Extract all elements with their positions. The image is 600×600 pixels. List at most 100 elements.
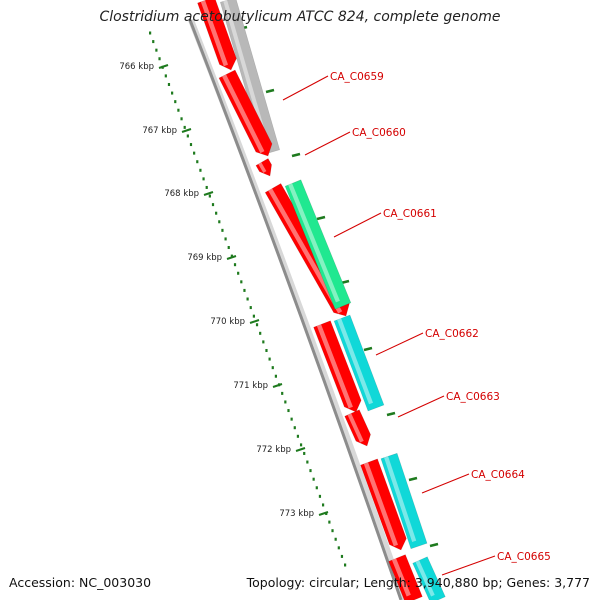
scale-dash [316, 215, 326, 221]
gene-bar-teal [380, 452, 428, 550]
gene-arrow-red [313, 320, 362, 413]
scale-dot [321, 503, 325, 507]
scale-dot [202, 177, 205, 181]
scale-dash [291, 152, 301, 158]
scale-dot [205, 185, 208, 189]
gene-label: CA_C0663 [446, 391, 500, 403]
scale-dot [318, 494, 322, 498]
kbp-label: 773 kbp [279, 509, 314, 519]
scale-dot [218, 220, 221, 224]
kbp-label: 768 kbp [164, 189, 199, 199]
scale-dash [363, 346, 373, 352]
kbp-tick [249, 319, 260, 324]
scale-dot [249, 306, 252, 310]
scale-dash [408, 476, 418, 482]
scale-dot [183, 125, 186, 129]
scale-dot [303, 451, 306, 455]
scale-dot [199, 168, 202, 172]
scale-dot [243, 288, 246, 292]
gene-label-leader [282, 75, 329, 101]
gene-bar-green-shade [288, 183, 340, 303]
gene-label-leader [304, 131, 351, 156]
gene-arrow-red [255, 158, 272, 177]
scale-dot [262, 340, 265, 344]
scale-dot [174, 100, 177, 104]
scale-dot [240, 280, 243, 284]
scale-dot [196, 160, 199, 164]
gene-label: CA_C0662 [425, 328, 479, 340]
kbp-tick [226, 255, 237, 260]
topology-text: Topology: circular; Length: 3,940,880 bp… [246, 575, 590, 590]
gene-arrow-red-shade [347, 413, 364, 443]
kbp-label: 771 kbp [233, 381, 268, 391]
genome-title: Clostridium acetobutylicum ATCC 824, com… [99, 9, 501, 25]
gene-arrow-red-shade [258, 162, 267, 173]
gene-label-leader [397, 395, 445, 418]
scale-dot [299, 443, 303, 447]
scale-dot [315, 486, 318, 490]
scale-dot [227, 246, 230, 250]
gene-arrow-red [344, 409, 371, 447]
kbp-tick [181, 128, 192, 133]
scale-dot [180, 117, 183, 121]
scale-dot [334, 537, 337, 541]
scale-dot [306, 460, 309, 464]
scale-dot [290, 417, 293, 421]
scale-dot [309, 469, 312, 473]
kbp-label: 772 kbp [256, 445, 291, 455]
scale-dot [208, 194, 211, 198]
scale-dot [265, 348, 268, 352]
scale-dot [337, 546, 340, 550]
gene-bar-green [284, 179, 352, 310]
scale-dot [193, 151, 196, 155]
kbp-label: 769 kbp [187, 253, 222, 263]
scale-dot [328, 520, 331, 524]
gene-label-leader [375, 332, 424, 356]
scale-dot [152, 40, 155, 44]
gene-bar-teal-shade [337, 318, 374, 405]
scale-dot [246, 297, 249, 301]
gene-label-leader [333, 212, 382, 238]
gene-arrow-red-shade [316, 324, 353, 409]
scale-dash [429, 542, 439, 548]
scale-dot [149, 31, 152, 35]
gene-bar-teal [333, 314, 385, 412]
scale-dot [171, 91, 174, 95]
scale-dot [252, 314, 255, 318]
scale-dot [255, 323, 259, 327]
scale-dot [331, 529, 334, 533]
gene-label: CA_C0660 [352, 127, 406, 139]
gene-arrow-red-shade [222, 74, 265, 154]
scale-dot [259, 331, 262, 335]
gene-arrow-red [360, 458, 407, 551]
gene-label: CA_C0664 [471, 469, 525, 481]
scale-dot [284, 400, 287, 404]
gene-label-leader [421, 473, 470, 494]
scale-dot [158, 57, 161, 61]
kbp-label: 767 kbp [142, 126, 177, 136]
backbone-line [188, 19, 403, 600]
kbp-tick [295, 447, 306, 452]
scale-dot [164, 74, 167, 78]
scale-dot [233, 263, 237, 267]
gene-arrow-red [197, 0, 237, 71]
gene-arrow-red-shade [200, 0, 229, 67]
scale-dot [211, 203, 215, 207]
scale-dot [186, 134, 189, 138]
scale-dot [230, 254, 233, 258]
scale-dot [296, 434, 300, 438]
gene-label: CA_C0659 [330, 71, 384, 83]
kbp-label: 766 kbp [119, 62, 154, 72]
scale-dot [224, 237, 227, 241]
scale-dot [271, 366, 274, 370]
scale-dot [221, 228, 224, 232]
gene-arrow-red-shade [363, 462, 399, 547]
scale-dot [340, 554, 344, 558]
accession-text: Accession: NC_003030 [9, 575, 152, 590]
scale-dot [177, 108, 180, 112]
scale-dash [265, 88, 275, 94]
scale-dot [312, 477, 315, 481]
scale-dot [281, 391, 284, 395]
scale-dot [274, 374, 278, 378]
